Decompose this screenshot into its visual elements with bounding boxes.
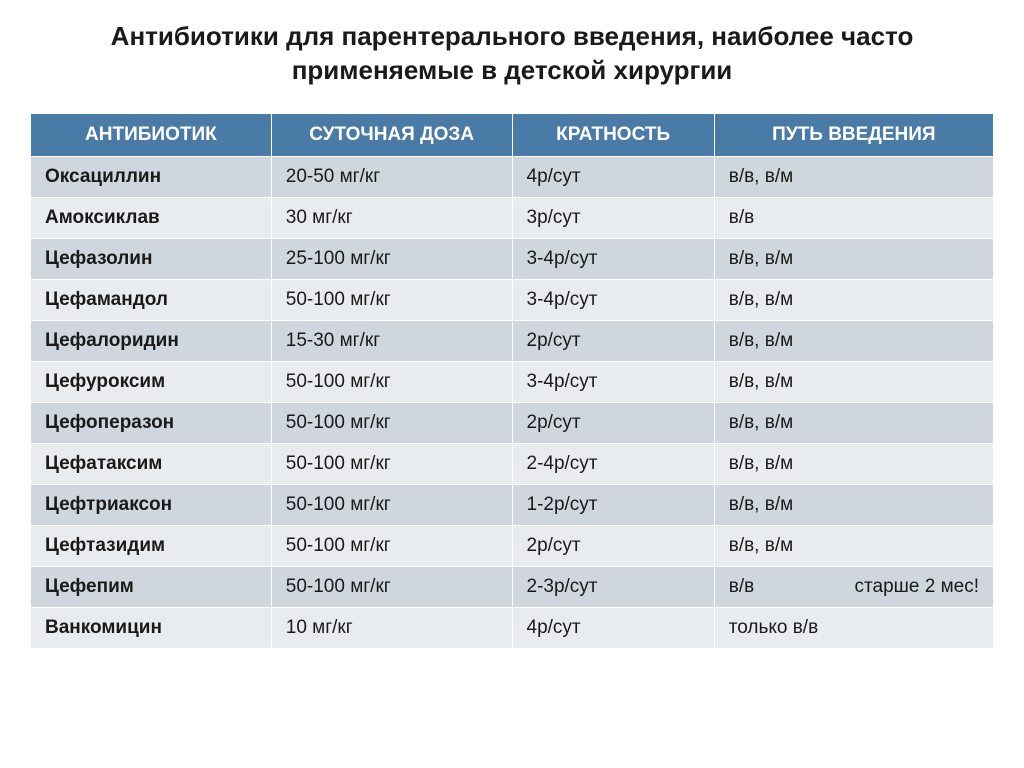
cell-frequency: 2-3р/сут [512, 566, 714, 607]
col-header-route: ПУТЬ ВВЕДЕНИЯ [714, 113, 993, 156]
cell-dose: 30 мг/кг [271, 197, 512, 238]
col-header-dose: СУТОЧНАЯ ДОЗА [271, 113, 512, 156]
table-row: Цефатаксим50-100 мг/кг2-4р/сут в/в, в/м [31, 443, 994, 484]
cell-frequency: 3-4р/сут [512, 361, 714, 402]
cell-dose: 25-100 мг/кг [271, 238, 512, 279]
cell-dose: 50-100 мг/кг [271, 361, 512, 402]
page-title: Антибиотики для парентерального введения… [30, 20, 994, 88]
route-text: в/в, в/м [729, 371, 793, 392]
cell-route: в/в старше 2 мес! [714, 566, 993, 607]
cell-route: в/в, в/м [714, 484, 993, 525]
route-text: в/в, в/м [729, 453, 793, 474]
route-text: в/в, в/м [729, 289, 793, 310]
cell-route: в/в, в/м [714, 238, 993, 279]
cell-dose: 50-100 мг/кг [271, 525, 512, 566]
cell-route: в/в, в/м [714, 320, 993, 361]
cell-route: в/в, в/м [714, 156, 993, 197]
cell-dose: 15-30 мг/кг [271, 320, 512, 361]
cell-frequency: 4р/сут [512, 156, 714, 197]
table-row: Цефазолин25-100 мг/кг3-4р/сут в/в, в/м [31, 238, 994, 279]
table-row: Цефепим50-100 мг/кг2-3р/сут в/в старше 2 м… [31, 566, 994, 607]
cell-antibiotic: Оксациллин [31, 156, 272, 197]
cell-route: в/в [714, 197, 993, 238]
route-text: в/в, в/м [729, 494, 793, 515]
table-row: Цефуроксим50-100 мг/кг3-4р/сут в/в, в/м [31, 361, 994, 402]
route-text: только в/в [729, 617, 818, 638]
route-text: в/в, в/м [729, 248, 793, 269]
cell-antibiotic: Цефоперазон [31, 402, 272, 443]
cell-frequency: 2-4р/сут [512, 443, 714, 484]
cell-dose: 50-100 мг/кг [271, 443, 512, 484]
table-row: Цефамандол50-100 мг/кг3-4р/сут в/в, в/м [31, 279, 994, 320]
cell-frequency: 3-4р/сут [512, 279, 714, 320]
cell-frequency: 3р/сут [512, 197, 714, 238]
cell-dose: 50-100 мг/кг [271, 566, 512, 607]
table-row: Оксациллин20-50 мг/кг4р/сут в/в, в/м [31, 156, 994, 197]
cell-antibiotic: Цефуроксим [31, 361, 272, 402]
cell-antibiotic: Цефтазидим [31, 525, 272, 566]
cell-antibiotic: Амоксиклав [31, 197, 272, 238]
cell-antibiotic: Цефатаксим [31, 443, 272, 484]
cell-route: в/в, в/м [714, 525, 993, 566]
cell-antibiotic: Цефазолин [31, 238, 272, 279]
route-text: в/в, в/м [729, 166, 793, 187]
cell-antibiotic: Цефепим [31, 566, 272, 607]
cell-frequency: 4р/сут [512, 607, 714, 648]
table-header-row: АНТИБИОТИК СУТОЧНАЯ ДОЗА КРАТНОСТЬ ПУТЬ … [31, 113, 994, 156]
route-text: в/в [729, 207, 754, 228]
cell-antibiotic: Цефалоридин [31, 320, 272, 361]
cell-frequency: 1-2р/сут [512, 484, 714, 525]
cell-antibiotic: Цефтриаксон [31, 484, 272, 525]
cell-route: в/в, в/м [714, 443, 993, 484]
cell-route: только в/в [714, 607, 993, 648]
route-note: старше 2 мес! [855, 576, 979, 598]
table-row: Цефтазидим50-100 мг/кг2р/сут в/в, в/м [31, 525, 994, 566]
cell-frequency: 2р/сут [512, 402, 714, 443]
cell-dose: 50-100 мг/кг [271, 484, 512, 525]
table-row: Цефтриаксон50-100 мг/кг1-2р/сут в/в, в/м [31, 484, 994, 525]
antibiotics-table: АНТИБИОТИК СУТОЧНАЯ ДОЗА КРАТНОСТЬ ПУТЬ … [30, 113, 994, 649]
cell-dose: 20-50 мг/кг [271, 156, 512, 197]
cell-dose: 50-100 мг/кг [271, 279, 512, 320]
cell-dose: 10 мг/кг [271, 607, 512, 648]
cell-frequency: 3-4р/сут [512, 238, 714, 279]
cell-frequency: 2р/сут [512, 525, 714, 566]
col-header-antibiotic: АНТИБИОТИК [31, 113, 272, 156]
cell-dose: 50-100 мг/кг [271, 402, 512, 443]
cell-route: в/в, в/м [714, 279, 993, 320]
route-text: в/в, в/м [729, 535, 793, 556]
table-row: Амоксиклав30 мг/кг3р/сут в/в [31, 197, 994, 238]
table-row: Цефоперазон50-100 мг/кг2р/сут в/в, в/м [31, 402, 994, 443]
col-header-frequency: КРАТНОСТЬ [512, 113, 714, 156]
cell-antibiotic: Цефамандол [31, 279, 272, 320]
cell-frequency: 2р/сут [512, 320, 714, 361]
route-text: в/в [729, 576, 754, 597]
cell-route: в/в, в/м [714, 402, 993, 443]
route-text: в/в, в/м [729, 330, 793, 351]
table-row: Ванкомицин10 мг/кг4р/сут только в/в [31, 607, 994, 648]
cell-route: в/в, в/м [714, 361, 993, 402]
table-row: Цефалоридин15-30 мг/кг2р/сут в/в, в/м [31, 320, 994, 361]
cell-antibiotic: Ванкомицин [31, 607, 272, 648]
route-text: в/в, в/м [729, 412, 793, 433]
